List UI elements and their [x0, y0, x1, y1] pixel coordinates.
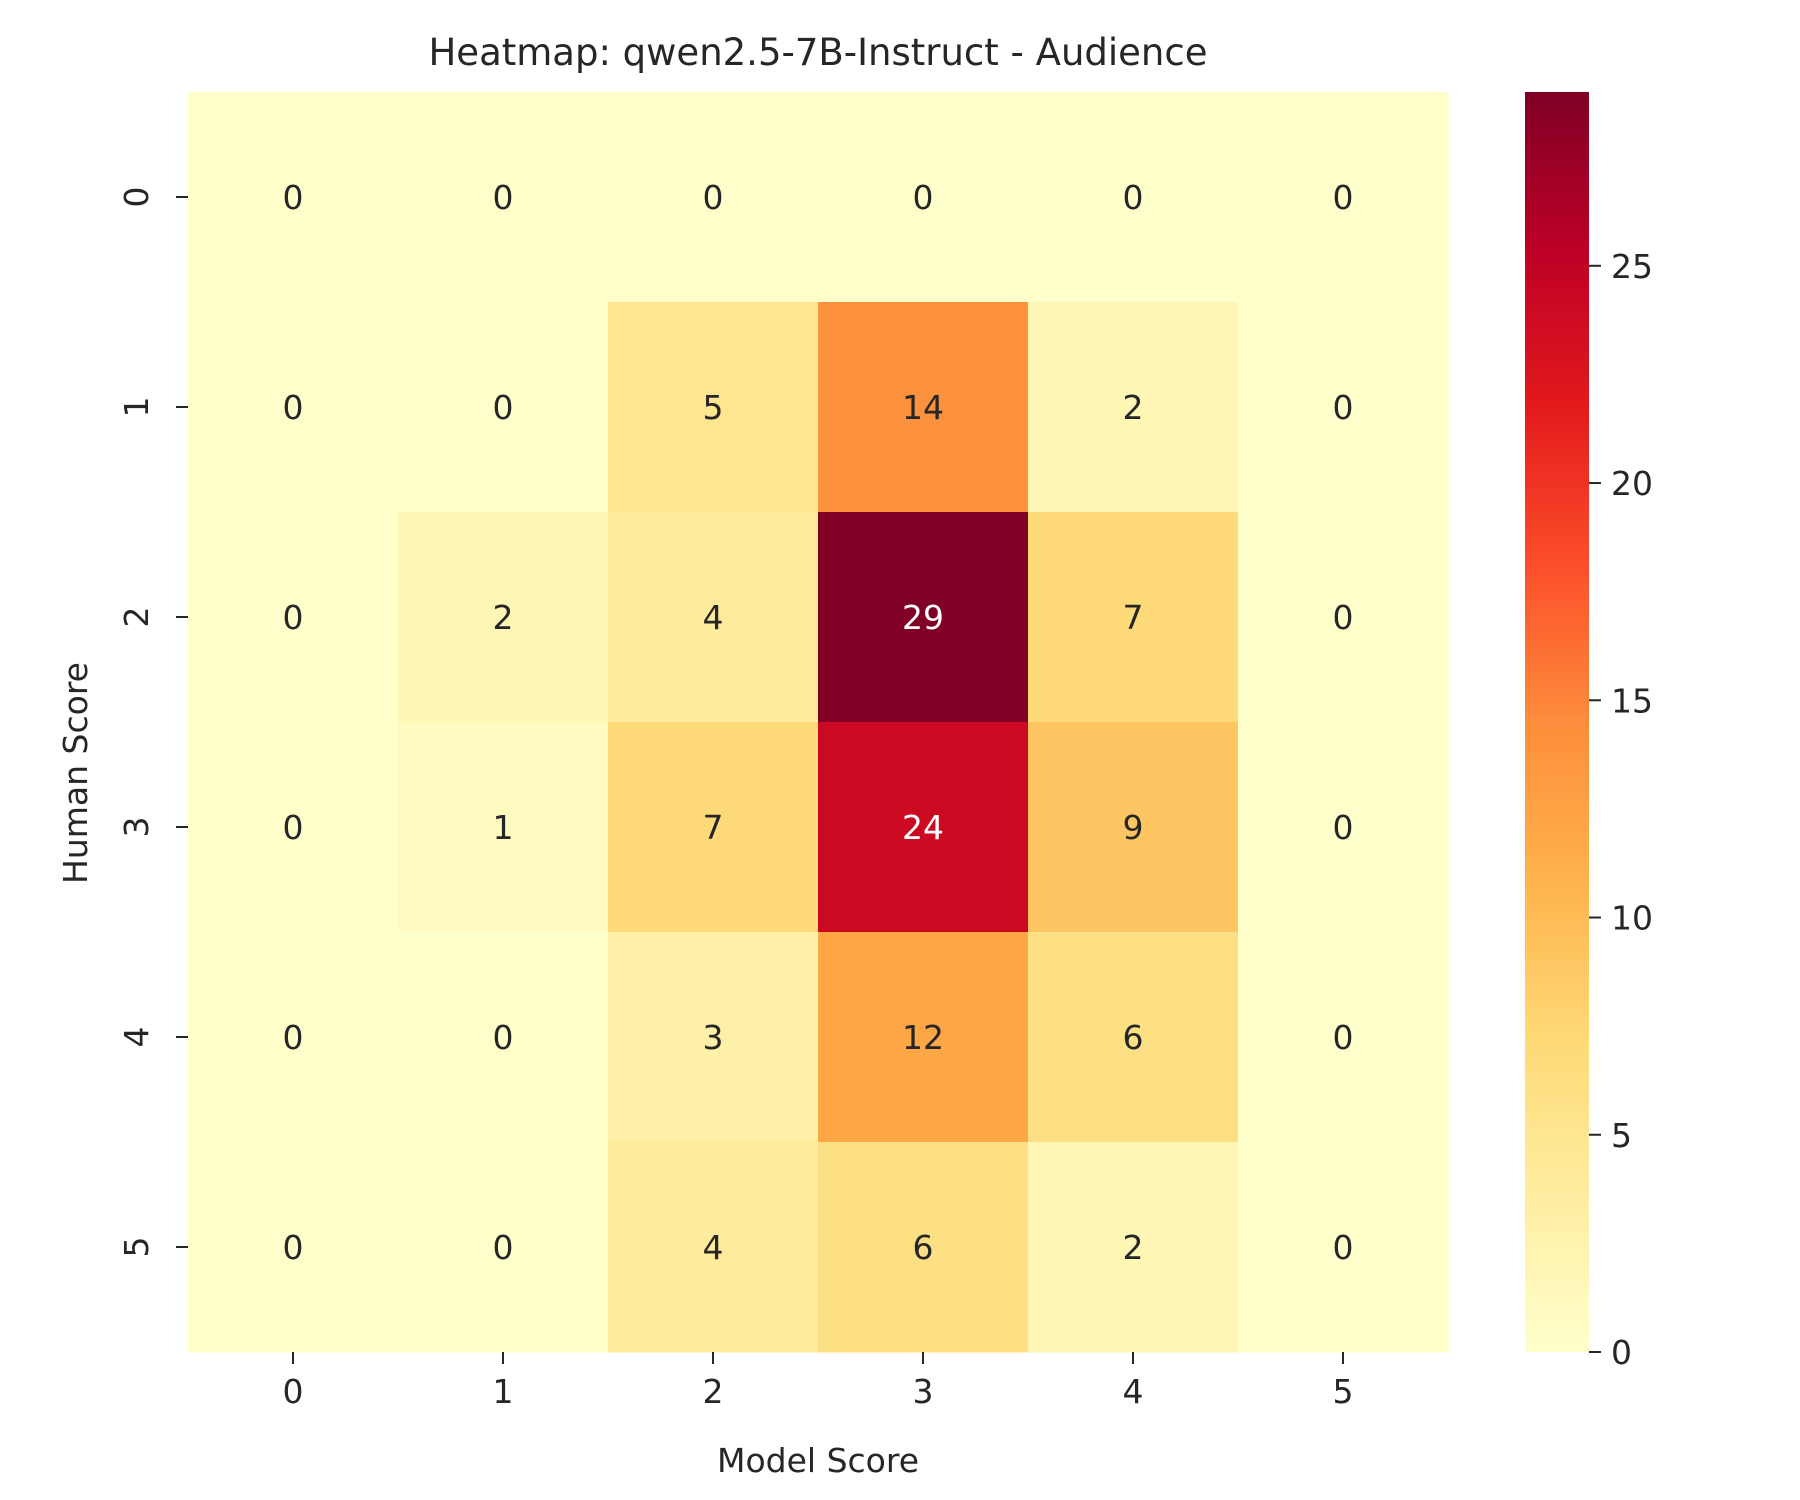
heatmap-cell: [608, 1142, 819, 1353]
cell-value-label: 24: [902, 808, 944, 847]
heatmap-cell: [1238, 932, 1449, 1143]
y-tick-label: 4: [117, 1027, 156, 1048]
colorbar-tick-label: 25: [1611, 247, 1653, 286]
heatmap-cell: [1028, 512, 1239, 723]
x-tick-label: 5: [1333, 1372, 1354, 1411]
x-tick-label: 2: [703, 1372, 724, 1411]
colorbar-axis: 0 5 10 15 20 25: [1589, 247, 1653, 1372]
cell-value-label: 7: [703, 808, 724, 847]
heatmap-cell: [608, 932, 819, 1143]
cell-value-label: 0: [283, 178, 304, 217]
heatmap-cells: 0 0 0 0 0 00 0 5 14 2 00 2 4 29 7 00 1 7 24 9 00 0 3 12 6 00 0 4 6 2 0: [188, 92, 1449, 1353]
cell-value-label: 7: [1123, 598, 1144, 637]
cell-value-label: 2: [1123, 388, 1144, 427]
cell-value-label: 0: [1333, 178, 1354, 217]
cell-value-label: 14: [902, 388, 944, 427]
cell-value-label: 1: [493, 808, 514, 847]
heatmap-cell: [398, 932, 609, 1143]
cell-value-label: 0: [283, 1018, 304, 1057]
cell-value-label: 6: [913, 1228, 934, 1267]
heatmap-cell: [188, 1142, 399, 1353]
cell-value-label: 0: [493, 388, 514, 427]
cell-value-label: 2: [493, 598, 514, 637]
heatmap-cell: [608, 302, 819, 513]
heatmap-cell: [818, 512, 1029, 723]
cell-value-label: 2: [1123, 1228, 1144, 1267]
y-axis-label: Human Score: [56, 662, 95, 884]
cell-value-label: 4: [703, 1228, 724, 1267]
heatmap-cell: [188, 932, 399, 1143]
cell-value-label: 0: [283, 1228, 304, 1267]
heatmap-cell: [1238, 92, 1449, 303]
cell-value-label: 0: [283, 598, 304, 637]
heatmap-cell: [188, 722, 399, 933]
y-tick-label: 0: [117, 187, 156, 208]
cell-value-label: 0: [1123, 178, 1144, 217]
x-axis-label: Model Score: [717, 1441, 919, 1480]
heatmap-cell: [818, 302, 1029, 513]
heatmap-cell: [1028, 1142, 1239, 1353]
y-axis: 0 1 2 3 4 5: [117, 187, 188, 1258]
y-tick-label: 1: [117, 397, 156, 418]
x-tick-label: 0: [283, 1372, 304, 1411]
heatmap-cell: [1028, 722, 1239, 933]
cell-value-label: 3: [703, 1018, 724, 1057]
cell-value-label: 0: [1333, 388, 1354, 427]
heatmap-cell: [818, 932, 1029, 1143]
colorbar: [1525, 92, 1589, 1352]
heatmap-cell: [1238, 512, 1449, 723]
cell-value-label: 0: [1333, 598, 1354, 637]
heatmap-cell: [608, 512, 819, 723]
heatmap-cell: [398, 92, 609, 303]
cell-value-label: 12: [902, 1018, 944, 1057]
x-tick-label: 1: [493, 1372, 514, 1411]
cell-value-label: 0: [913, 178, 934, 217]
heatmap-cell: [818, 92, 1029, 303]
heatmap-cell: [398, 512, 609, 723]
heatmap-cell: [1028, 92, 1239, 303]
cell-value-label: 4: [703, 598, 724, 637]
cell-value-label: 6: [1123, 1018, 1144, 1057]
x-tick-label: 4: [1123, 1372, 1144, 1411]
colorbar-tick-label: 15: [1611, 681, 1653, 720]
heatmap-cell: [818, 722, 1029, 933]
heatmap-cell: [398, 302, 609, 513]
heatmap-cell: [398, 722, 609, 933]
cell-value-label: 0: [1333, 1228, 1354, 1267]
heatmap-cell: [608, 92, 819, 303]
cell-value-label: 0: [1333, 808, 1354, 847]
cell-value-label: 0: [493, 178, 514, 217]
heatmap-cell: [1238, 722, 1449, 933]
heatmap-cell: [608, 722, 819, 933]
cell-value-label: 0: [283, 388, 304, 427]
cell-value-label: 0: [493, 1018, 514, 1057]
heatmap-cell: [188, 512, 399, 723]
x-axis: 0 1 2 3 4 5: [283, 1352, 1354, 1411]
y-tick-label: 3: [117, 817, 156, 838]
y-tick-label: 2: [117, 607, 156, 628]
chart-title: Heatmap: qwen2.5-7B-Instruct - Audience: [428, 31, 1207, 74]
colorbar-tick-label: 20: [1611, 464, 1653, 503]
heatmap-cell: [188, 302, 399, 513]
heatmap-cell: [1028, 932, 1239, 1143]
heatmap-cell: [1238, 1142, 1449, 1353]
cell-value-label: 0: [493, 1228, 514, 1267]
colorbar-tick-label: 0: [1611, 1333, 1632, 1372]
cell-value-label: 29: [902, 598, 944, 637]
colorbar-tick-label: 5: [1611, 1116, 1632, 1155]
cell-value-label: 0: [1333, 1018, 1354, 1057]
cell-value-label: 5: [703, 388, 724, 427]
cell-value-label: 0: [283, 808, 304, 847]
cell-value-label: 0: [703, 178, 724, 217]
x-tick-label: 3: [913, 1372, 934, 1411]
heatmap-cell: [398, 1142, 609, 1353]
colorbar-tick-label: 10: [1611, 899, 1653, 938]
heatmap-cell: [1238, 302, 1449, 513]
heatmap-cell: [1028, 302, 1239, 513]
heatmap-cell: [188, 92, 399, 303]
y-tick-label: 5: [117, 1237, 156, 1258]
heatmap-cell: [818, 1142, 1029, 1353]
cell-value-label: 9: [1123, 808, 1144, 847]
